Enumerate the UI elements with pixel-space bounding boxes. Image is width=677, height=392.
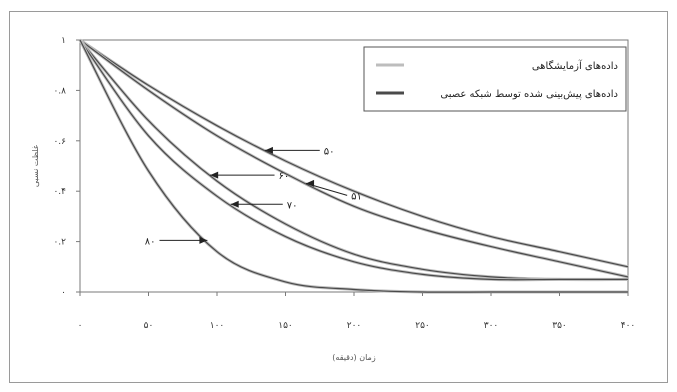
predicted-curve-3 [79,39,628,281]
y-tick-label: ۰.۴ [53,187,66,197]
legend-box [363,46,627,112]
x-tick-label: ۴۰۰ [621,321,636,331]
y-axis-label: غلظت نسبی [31,145,40,187]
y-tick-label: ۰.۶ [53,137,66,147]
y-tick-label: ۰.۸ [53,86,66,96]
y-tick-label: ۰ [61,288,66,298]
y-tick-label: ۰.۲ [53,238,66,248]
curve-label: ۸۰ [145,236,156,247]
curve-label: ۵۱ [351,191,362,202]
y-axis-ticks: ۰ ۰.۲ ۰.۴ ۰.۶ ۰.۸ ۱ [53,36,80,298]
y-tick-label: ۱ [61,36,66,46]
x-tick-label: ۳۰۰ [484,321,499,331]
legend: داده‌های آزمایشگاهی داده‌های پیش‌بینی شد… [363,46,627,112]
annotation-arrowhead [264,146,273,154]
x-tick-label: ۵۰ [144,321,154,331]
predicted-curve-4 [79,39,628,293]
annotation-arrowhead [230,200,239,208]
x-axis-label: زمان (دقیقه) [332,353,376,362]
curve-label: ۵۰ [324,146,335,157]
x-tick-label: ۳۵۰ [552,321,567,331]
curve-label: ۶۰ [279,171,290,182]
annotation-arrowhead [199,236,208,244]
annotation-arrowhead [306,179,315,187]
curves [78,38,629,294]
x-axis-ticks: ۰ ۵۰ ۱۰۰ ۱۵۰ ۲۰۰ ۲۵۰ ۳۰۰ ۳۵۰ ۴۰۰ [78,292,636,331]
predicted-curve-0 [79,39,629,268]
predicted-curve-1 [79,39,629,278]
x-tick-label: ۱۵۰ [278,321,293,331]
annotation-arrowhead [210,171,219,179]
curve-label: ۷۰ [287,200,298,211]
legend-label-predicted: داده‌های پیش‌بینی شده توسط شبکه عصبی [440,89,618,100]
x-tick-label: ۱۰۰ [210,321,225,331]
x-tick-label: ۲۰۰ [347,321,362,331]
x-tick-label: ۲۵۰ [415,321,430,331]
legend-label-experimental: داده‌های آزمایشگاهی [532,59,618,72]
x-tick-label: ۰ [78,321,83,331]
curve-annotations: ۵۰ ۵۱ ۶۰ ۷۰ ۸۰ [145,146,362,247]
